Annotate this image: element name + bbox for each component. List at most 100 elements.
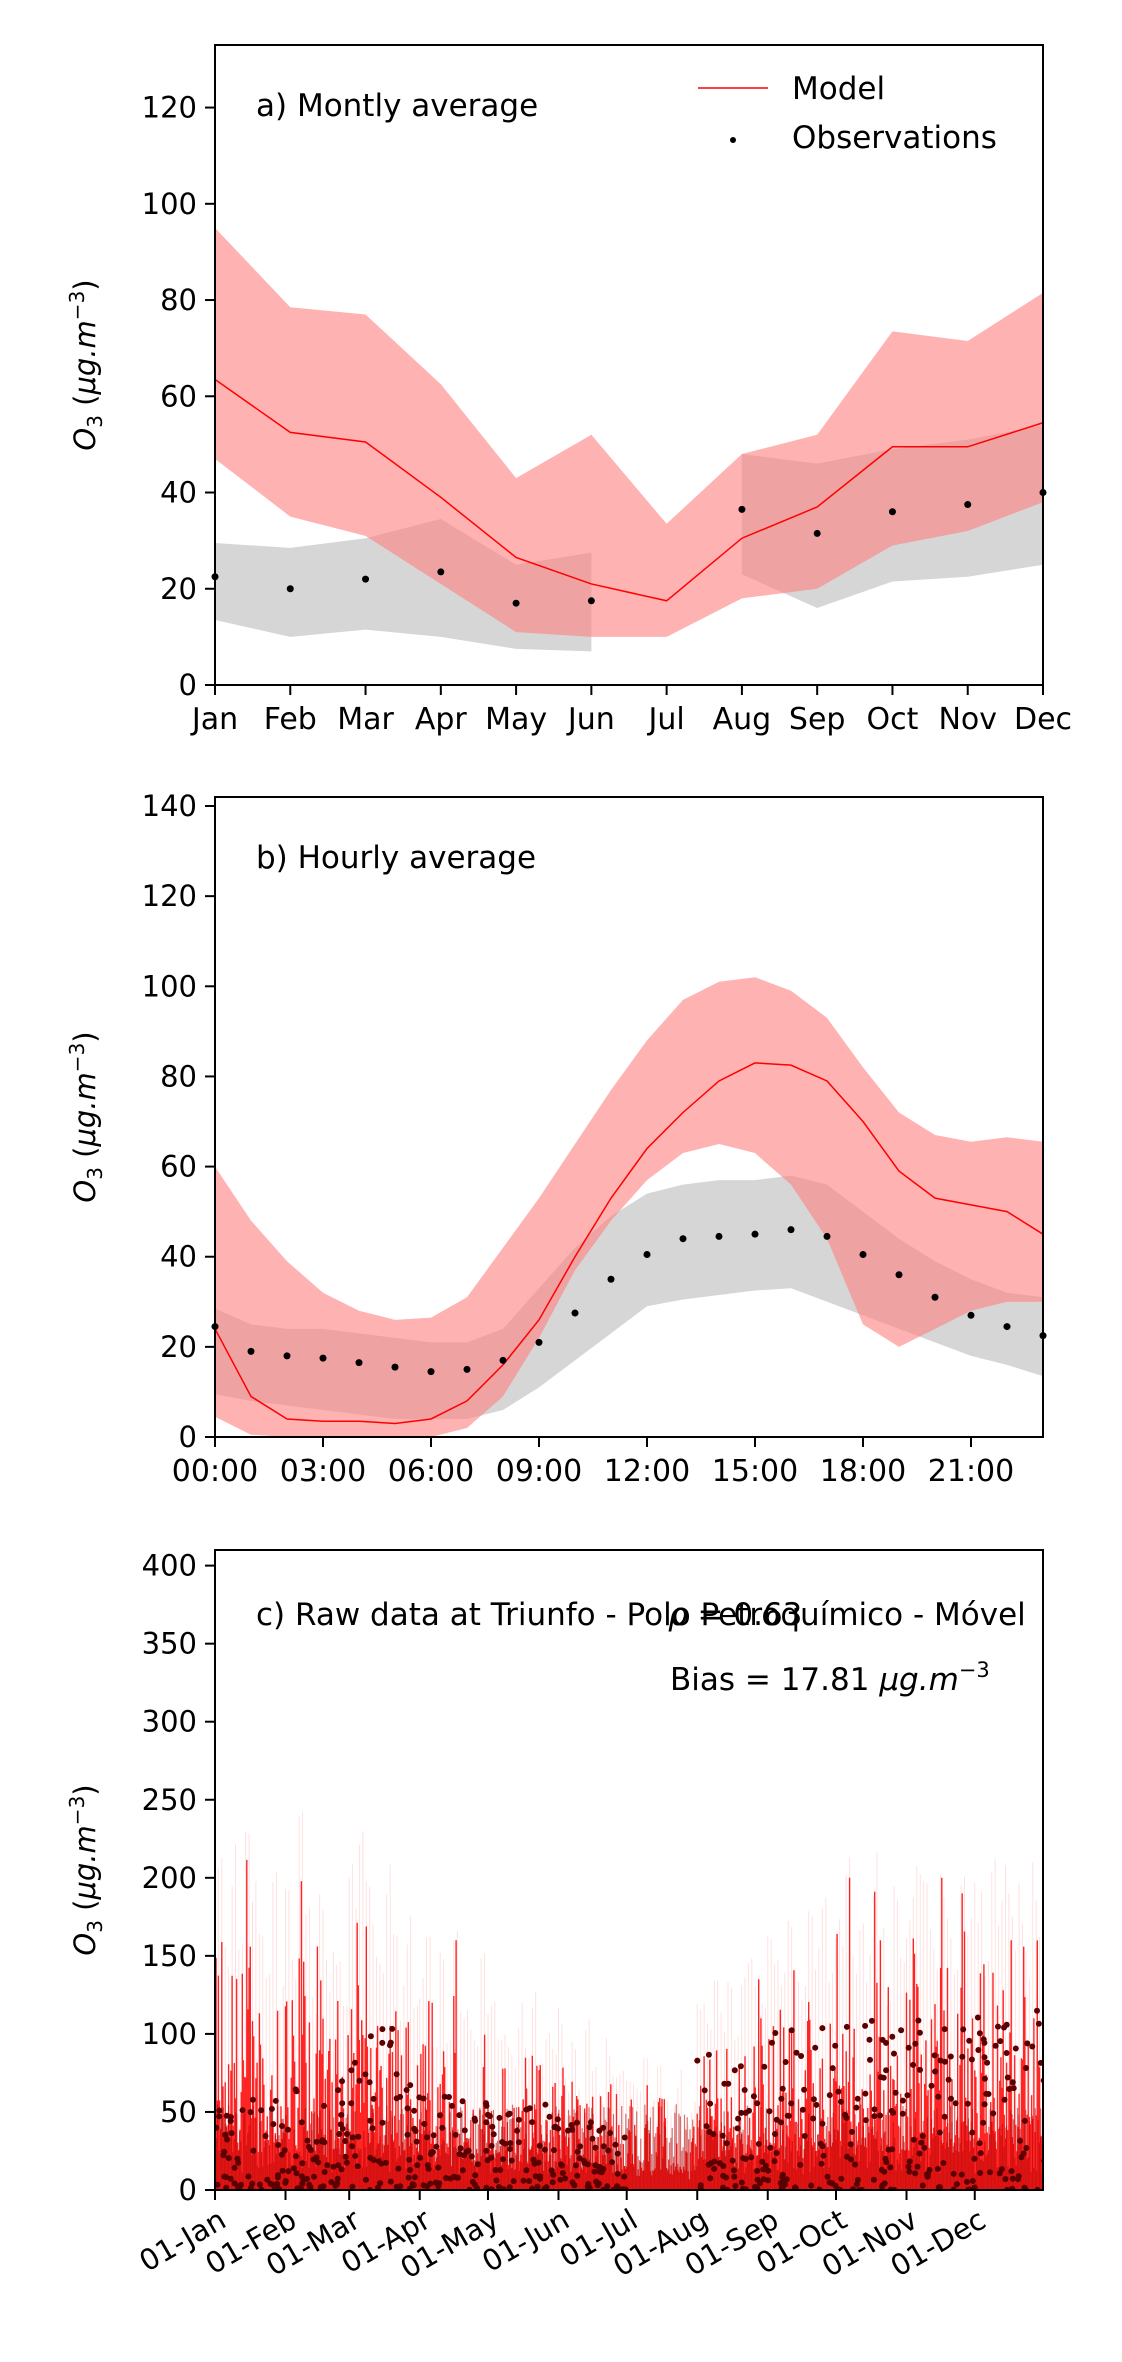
obs-point (731, 2167, 737, 2174)
obs-point (256, 2181, 263, 2188)
obs-point (936, 2184, 943, 2190)
obs-point (270, 2121, 277, 2128)
obs-point (354, 2163, 361, 2170)
model-line (214, 378, 1044, 602)
obs-point (228, 2130, 235, 2137)
model-envelope-month-Apr (419, 1931, 486, 2190)
obs-point (987, 2169, 993, 2176)
obs-point (549, 2179, 556, 2186)
obs-point (859, 1250, 867, 1258)
obs-point (391, 1363, 399, 1371)
obs-point (221, 2173, 228, 2180)
obs-point (342, 2138, 349, 2144)
obs-point (420, 2095, 427, 2102)
obs-point (914, 2163, 921, 2170)
obs-point (424, 2162, 431, 2169)
panel-c-ytick-label: 50 (160, 2095, 197, 2129)
obs-point (871, 2106, 878, 2113)
obs-point (395, 2165, 402, 2172)
obs-point (411, 2125, 418, 2132)
panel-b-xtick-label: 15:00 (712, 1454, 798, 1489)
obs-point (526, 2178, 533, 2184)
obs-point (1003, 1323, 1011, 1331)
obs-point (523, 2167, 530, 2174)
obs-point (227, 2114, 234, 2120)
obs-point (905, 2044, 912, 2051)
obs-point (334, 2175, 341, 2182)
obs-point (984, 2059, 991, 2066)
obs-point (474, 2185, 480, 2190)
obs-point (853, 2104, 860, 2111)
obs-point (1035, 2020, 1042, 2027)
legend-obs-swatch (730, 137, 736, 143)
obs-point (773, 2116, 780, 2123)
obs-point (558, 2161, 564, 2168)
obs-point (926, 2166, 933, 2173)
obs-point (313, 2138, 320, 2145)
obs-point (898, 2027, 905, 2034)
obs-point (499, 1356, 507, 1364)
obs-point (483, 2147, 490, 2154)
obs-point (891, 2050, 897, 2057)
obs-point (451, 2173, 458, 2180)
obs-point (281, 2147, 288, 2154)
obs-point (414, 2162, 421, 2169)
obs-point (389, 2025, 396, 2032)
panel-c-bias: Bias = 17.81 μg.m−3 (670, 1658, 990, 1698)
obs-point (335, 2162, 342, 2169)
obs-point (321, 2102, 327, 2109)
obs-point (548, 2167, 555, 2174)
obs-point (529, 2119, 536, 2126)
obs-point (779, 2085, 786, 2092)
obs-point (404, 2105, 411, 2112)
obs-point (499, 2139, 506, 2145)
obs-point (435, 2164, 442, 2171)
obs-point (490, 2131, 497, 2138)
obs-point (697, 2182, 704, 2189)
obs-point (225, 2155, 232, 2162)
obs-point (284, 2126, 291, 2133)
obs-point (848, 2156, 855, 2163)
obs-point (916, 2150, 923, 2157)
obs-point (835, 2088, 842, 2095)
obs-point (355, 1359, 363, 1367)
obs-point (782, 2059, 789, 2065)
obs-point (348, 2067, 355, 2074)
panel-a-xtick-label: Dec (1014, 702, 1072, 737)
panel-a-xtick-label: Oct (867, 702, 919, 737)
obs-point (404, 2131, 411, 2138)
panel-a-xtick-label: Jan (190, 702, 238, 737)
obs-point (488, 2154, 495, 2161)
obs-point (387, 2042, 393, 2049)
obs-point (919, 2133, 926, 2139)
obs-point (694, 2057, 701, 2064)
obs-point (981, 2054, 988, 2061)
panel-c-y-axis: 0 50 100 150 200 250 300 350 400 (142, 1549, 215, 2207)
obs-point (379, 2026, 386, 2033)
panel-a-ytick-label: 80 (160, 283, 197, 317)
obs-point (607, 2130, 614, 2136)
obs-point (497, 2167, 504, 2173)
obs-point (591, 2168, 598, 2175)
panel-c-obs-points (215, 2007, 1043, 2190)
obs-point (1003, 2050, 1010, 2056)
obs-point (948, 2095, 954, 2102)
obs-point (981, 2101, 988, 2108)
panel-a-obs-points (211, 489, 1047, 607)
obs-point (446, 2094, 452, 2100)
obs-point (737, 2063, 744, 2070)
obs-point (286, 585, 294, 593)
obs-point (483, 2184, 490, 2190)
panel-a-xtick-label: Feb (264, 702, 317, 737)
obs-point (367, 2033, 374, 2040)
panel-a-xtick-label: May (485, 702, 547, 737)
panel-b-title: b) Hourly average (256, 840, 536, 876)
obs-point (942, 2058, 949, 2065)
obs-point (947, 2053, 954, 2060)
obs-point (779, 2171, 786, 2178)
obs-point (515, 2139, 522, 2146)
obs-point (382, 2159, 389, 2166)
obs-point (587, 597, 595, 605)
obs-point (992, 2042, 999, 2049)
obs-point (976, 2140, 983, 2147)
